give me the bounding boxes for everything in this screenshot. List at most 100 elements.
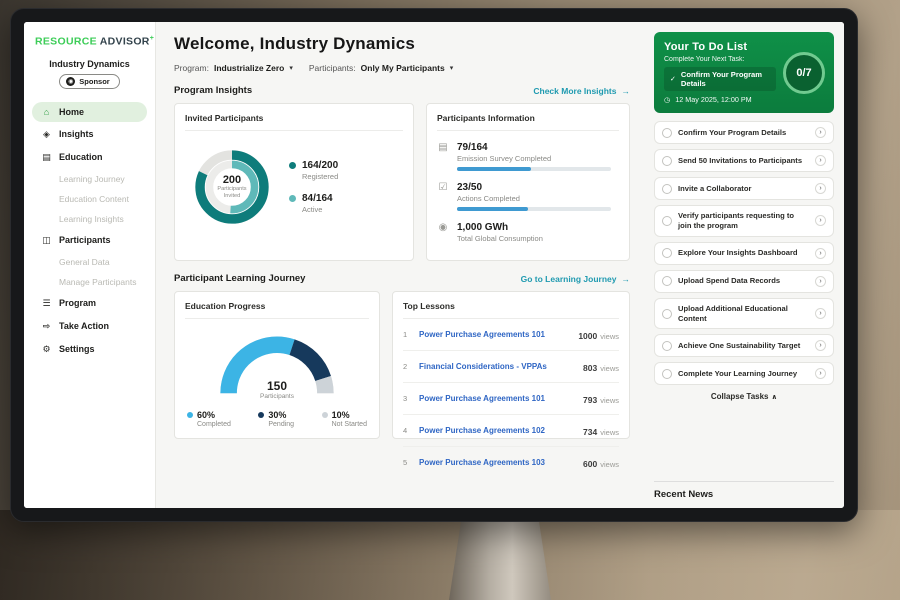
sidebar-item-general-data[interactable]: General Data xyxy=(32,253,147,271)
app-logo: RESOURCE ADVISOR+ xyxy=(32,35,154,48)
consumption-label: Total Global Consumption xyxy=(457,234,543,243)
go-to-learning-journey-link[interactable]: Go to Learning Journey → xyxy=(520,273,630,284)
sidebar-item-label: General Data xyxy=(59,256,110,267)
todo-next-task[interactable]: ✓ Confirm Your Program Details xyxy=(664,67,776,91)
checkbox-icon[interactable] xyxy=(662,215,672,226)
sidebar-item-learning-insights[interactable]: Learning Insights xyxy=(32,210,147,228)
participants-information-card: Participants Information ▤ 79/164 Emissi… xyxy=(426,103,630,261)
task-verify-participants[interactable]: Verify participants requesting to join t… xyxy=(654,205,834,237)
lesson-link[interactable]: Power Purchase Agreements 102 xyxy=(419,426,545,435)
donut-svg xyxy=(195,150,269,224)
page-title: Welcome, Industry Dynamics xyxy=(174,34,416,53)
lesson-link[interactable]: Power Purchase Agreements 101 xyxy=(419,330,545,339)
sponsor-icon: ◉ xyxy=(66,76,76,86)
donut-center-value: 200 xyxy=(222,174,242,187)
home-icon: ⌂ xyxy=(43,106,50,117)
insights-cards-row: Invited Participants xyxy=(174,103,630,261)
emission-survey-label: Emission Survey Completed xyxy=(457,154,552,163)
check-more-insights-link[interactable]: Check More Insights → xyxy=(533,85,630,96)
todo-panel: Your To Do List Complete Your Next Task:… xyxy=(644,22,844,508)
sidebar: RESOURCE ADVISOR+ Industry Dynamics ◉ Sp… xyxy=(24,22,156,508)
checkbox-icon[interactable] xyxy=(662,308,672,319)
task-confirm-program[interactable]: Confirm Your Program Details › xyxy=(654,121,834,144)
legend-registered: 164/200 Registered xyxy=(289,160,338,181)
task-invite-collaborator[interactable]: Invite a Collaborator › xyxy=(654,177,834,200)
checkbox-icon[interactable] xyxy=(662,248,672,259)
lesson-link[interactable]: Power Purchase Agreements 103 xyxy=(419,458,545,467)
actions-completed-progressbar xyxy=(457,207,611,211)
lesson-link[interactable]: Power Purchase Agreements 101 xyxy=(419,394,545,403)
sponsor-label: Sponsor xyxy=(79,76,110,86)
checkbox-icon[interactable] xyxy=(662,368,672,379)
task-send-invitations[interactable]: Send 50 Invitations to Participants › xyxy=(654,149,834,172)
participants-filter-value: Only My Participants xyxy=(360,63,445,73)
sidebar-item-education-content[interactable]: Education Content xyxy=(32,190,147,208)
legend-pending: 30% Pending xyxy=(258,410,294,428)
collapse-tasks-button[interactable]: Collapse Tasks ∧ xyxy=(710,392,778,402)
task-list: Confirm Your Program Details › Send 50 I… xyxy=(654,121,834,386)
task-upload-educational-content[interactable]: Upload Additional Educational Content › xyxy=(654,297,834,330)
chevron-right-icon[interactable]: › xyxy=(815,127,826,138)
program-filter-label: Program: xyxy=(174,63,209,73)
actions-completed-label: Actions Completed xyxy=(457,194,520,203)
participants-filter-dropdown[interactable]: Only My Participants ▾ xyxy=(361,63,454,73)
chevron-up-icon: ∧ xyxy=(771,394,778,402)
sidebar-item-home[interactable]: ⌂ Home xyxy=(32,101,147,122)
sidebar-item-participants[interactable]: ◫ Participants xyxy=(32,230,147,251)
checkbox-icon[interactable] xyxy=(662,155,672,166)
active-value: 84/164 xyxy=(302,193,333,204)
sidebar-item-label: Education Content xyxy=(59,193,129,204)
consumption-row: ◉ 1,000 GWh Total Global Consumption xyxy=(437,222,619,243)
sidebar-item-label: Education xyxy=(59,152,103,162)
learning-journey-header: Participant Learning Journey Go to Learn… xyxy=(174,273,630,284)
dashboard-screen: RESOURCE ADVISOR+ Industry Dynamics ◉ Sp… xyxy=(24,22,844,508)
monitor-bezel: RESOURCE ADVISOR+ Industry Dynamics ◉ Sp… xyxy=(10,8,858,522)
task-achieve-target[interactable]: Achieve One Sustainability Target › xyxy=(654,334,834,358)
chevron-right-icon[interactable]: › xyxy=(815,247,826,259)
chevron-right-icon[interactable]: › xyxy=(815,308,826,320)
sidebar-item-insights[interactable]: ◈ Insights xyxy=(32,124,147,145)
lesson-row: 3 Power Purchase Agreements 101 793 views xyxy=(403,383,619,415)
lesson-link[interactable]: Financial Considerations - VPPAs xyxy=(419,362,547,371)
checkbox-icon[interactable] xyxy=(662,183,672,194)
section-title: Program Insights xyxy=(174,85,253,96)
completed-dot-icon xyxy=(187,412,193,418)
sidebar-item-label: Take Action xyxy=(59,321,110,331)
sidebar-item-manage-participants[interactable]: Manage Participants xyxy=(32,273,147,291)
top-lessons-card: Top Lessons 1 Power Purchase Agreements … xyxy=(392,291,630,469)
chevron-right-icon[interactable]: › xyxy=(815,340,826,352)
task-explore-insights[interactable]: Explore Your Insights Dashboard › xyxy=(654,241,834,265)
sidebar-item-learning-journey[interactable]: Learning Journey xyxy=(32,170,147,188)
sidebar-item-label: Insights xyxy=(59,129,94,139)
task-complete-learning-journey[interactable]: Complete Your Learning Journey › xyxy=(654,362,834,386)
sidebar-item-take-action[interactable]: ⇨ Take Action xyxy=(32,316,147,337)
program-filter-dropdown[interactable]: Industrialize Zero ▾ xyxy=(214,63,293,73)
invited-participants-card: Invited Participants xyxy=(174,103,414,261)
program-filter-value: Industrialize Zero xyxy=(213,63,285,73)
sidebar-item-education[interactable]: ▤ Education xyxy=(32,147,147,168)
checkbox-icon[interactable] xyxy=(662,127,672,138)
sidebar-item-label: Home xyxy=(59,106,85,117)
legend-not-started: 10% Not Started xyxy=(321,410,367,428)
program-insights-header: Program Insights Check More Insights → xyxy=(174,85,630,96)
gauge-center-value: 150 xyxy=(266,379,288,393)
survey-icon: ▤ xyxy=(438,142,448,153)
chevron-right-icon[interactable]: › xyxy=(815,368,826,380)
chevron-right-icon[interactable]: › xyxy=(815,275,826,287)
chevron-right-icon[interactable]: › xyxy=(815,183,826,194)
checkbox-icon[interactable] xyxy=(662,340,672,351)
invited-donut-chart: 200 Participants Invited xyxy=(185,140,279,234)
filter-bar: Program: Industrialize Zero ▾ Participan… xyxy=(174,63,630,73)
checkbox-icon[interactable] xyxy=(662,276,672,287)
lesson-row: 5 Power Purchase Agreements 103 600 views xyxy=(403,458,619,469)
program-filter: Program: Industrialize Zero ▾ xyxy=(174,63,293,73)
sidebar-item-settings[interactable]: ⚙ Settings xyxy=(32,339,147,360)
sidebar-item-program[interactable]: ☰ Program xyxy=(32,293,147,314)
education-gauge-chart: 150 Participants xyxy=(211,325,343,402)
consumption-value: 1,000 GWh xyxy=(457,222,509,233)
chevron-right-icon[interactable]: › xyxy=(815,155,826,166)
main-content: Welcome, Industry Dynamics Program: Indu… xyxy=(156,22,644,508)
todo-progress-ring: 0/7 xyxy=(783,51,825,94)
chevron-right-icon[interactable]: › xyxy=(815,215,826,227)
task-upload-spend-data[interactable]: Upload Spend Data Records › xyxy=(654,269,834,293)
